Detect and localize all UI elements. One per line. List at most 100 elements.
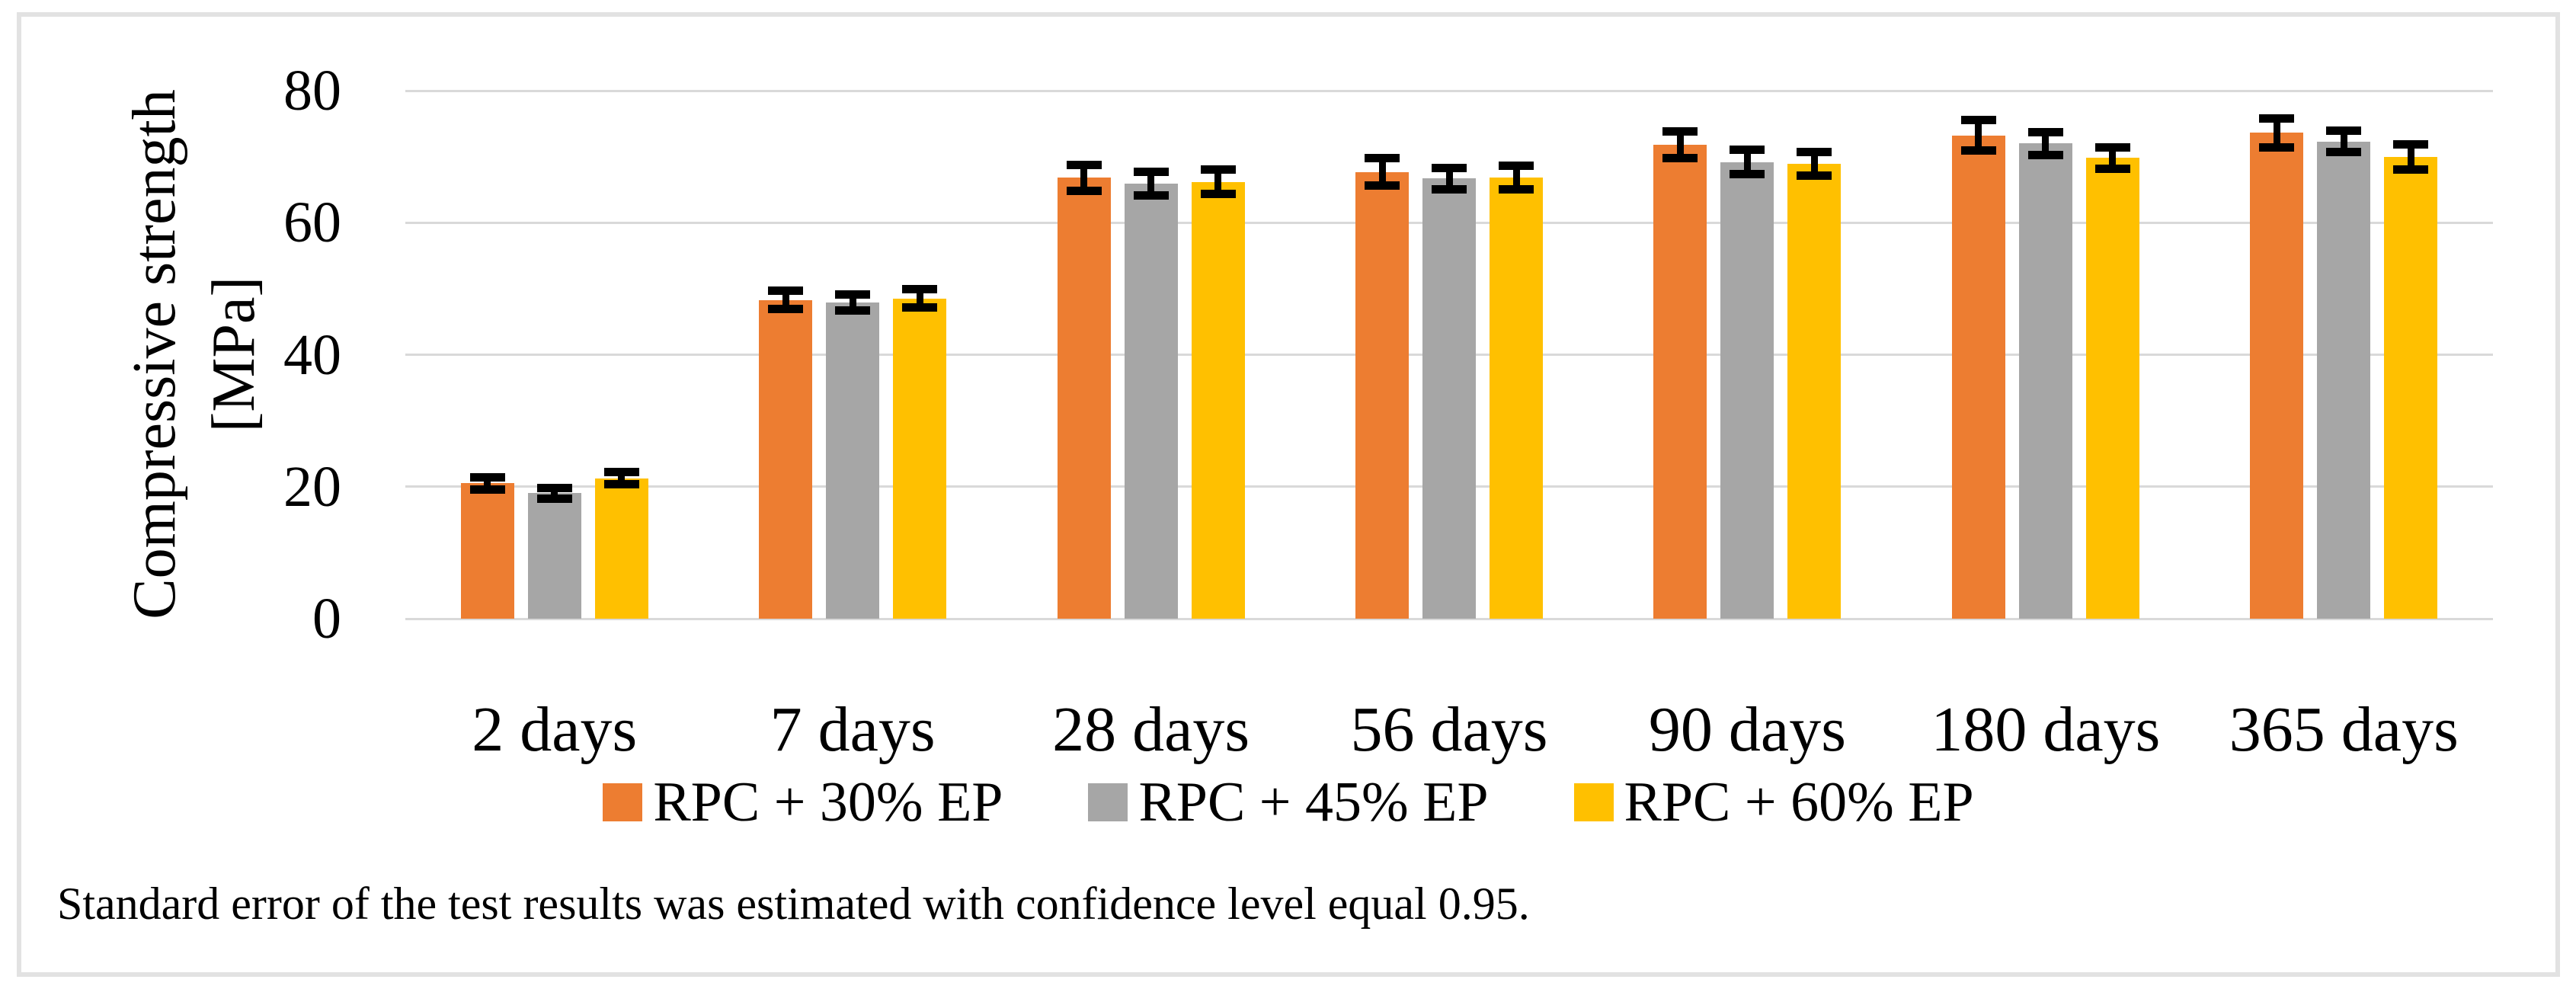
- error-bar-rpc-30-ep-7-days-whisker: [782, 290, 789, 309]
- error-bar-rpc-60-ep-2-days-cap-bottom: [603, 479, 639, 488]
- bar-rpc-45-ep-7-days: [826, 302, 880, 619]
- error-bar-rpc-30-ep-56-days-cap-top: [1365, 153, 1400, 162]
- error-bar-rpc-45-ep-180-days-cap-bottom: [2027, 150, 2063, 159]
- bar-rpc-30-ep-180-days: [1951, 135, 2005, 619]
- error-bar-rpc-45-ep-180-days-cap-top: [2027, 128, 2063, 137]
- legend-entry-rpc-30-ep: RPC + 30% EP: [603, 774, 1003, 831]
- y-tick-label-20: 20: [283, 454, 341, 519]
- legend-label-rpc-60-ep: RPC + 60% EP: [1624, 770, 1974, 834]
- error-bar-rpc-30-ep-2-days-cap-bottom: [469, 485, 505, 494]
- legend: RPC + 30% EP RPC + 45% EP RPC + 60% EP: [17, 766, 2560, 838]
- error-bar-rpc-45-ep-180-days-whisker: [2042, 132, 2050, 155]
- error-bar-rpc-60-ep-365-days-cap-top: [2393, 139, 2429, 149]
- error-bar-rpc-30-ep-180-days-cap-top: [1960, 116, 1996, 125]
- error-bar-rpc-60-ep-2-days-cap-top: [603, 468, 639, 477]
- error-bar-rpc-45-ep-90-days-cap-top: [1730, 146, 1765, 155]
- error-bar-rpc-45-ep-28-days-whisker: [1147, 171, 1155, 196]
- legend-entry-rpc-45-ep: RPC + 45% EP: [1088, 770, 1489, 834]
- error-bar-rpc-60-ep-2-days-whisker: [618, 472, 626, 485]
- error-bar-rpc-45-ep-7-days-cap-bottom: [835, 306, 871, 315]
- bar-rpc-30-ep-2-days: [460, 483, 514, 619]
- error-bar-rpc-45-ep-2-days-whisker: [551, 488, 558, 499]
- legend-label-rpc-45-ep: RPC + 45% EP: [1138, 770, 1489, 834]
- error-bar-rpc-60-ep-365-days-cap-bottom: [2393, 165, 2429, 174]
- error-bar-rpc-30-ep-56-days-whisker: [1378, 158, 1386, 186]
- error-bar-rpc-45-ep-56-days-cap-bottom: [1432, 184, 1467, 194]
- x-label-365-days: 365 days: [2229, 694, 2459, 765]
- error-bar-rpc-45-ep-7-days-whisker: [849, 294, 856, 311]
- error-bar-rpc-45-ep-365-days-cap-top: [2326, 126, 2362, 136]
- error-bar-rpc-60-ep-56-days-cap-top: [1499, 162, 1534, 171]
- error-bar-rpc-30-ep-56-days-cap-bottom: [1365, 181, 1400, 190]
- x-label-180-days: 180 days: [1931, 694, 2161, 765]
- error-bar-rpc-30-ep-90-days-cap-bottom: [1662, 153, 1698, 162]
- error-bar-rpc-45-ep-90-days-whisker: [1743, 149, 1751, 174]
- error-bar-rpc-30-ep-28-days-cap-top: [1066, 160, 1102, 169]
- bar-rpc-30-ep-90-days: [1653, 145, 1707, 619]
- error-bar-rpc-60-ep-365-days-whisker: [2407, 144, 2414, 170]
- error-bar-rpc-60-ep-56-days-whisker: [1512, 165, 1520, 190]
- legend-swatch-rpc-60-ep: [1573, 783, 1614, 821]
- error-bar-rpc-30-ep-7-days-cap-bottom: [768, 305, 804, 314]
- error-bar-rpc-45-ep-28-days-cap-bottom: [1133, 191, 1169, 200]
- error-bar-rpc-30-ep-28-days-cap-bottom: [1066, 187, 1102, 196]
- bar-rpc-45-ep-56-days: [1422, 178, 1476, 619]
- error-bar-rpc-60-ep-28-days-whisker: [1214, 169, 1222, 194]
- error-bar-rpc-60-ep-180-days-cap-bottom: [2094, 164, 2130, 173]
- bar-rpc-45-ep-365-days: [2317, 141, 2371, 619]
- plot-area: [405, 89, 2493, 620]
- error-bar-rpc-30-ep-365-days-cap-bottom: [2259, 142, 2295, 152]
- error-bar-rpc-30-ep-365-days-cap-top: [2259, 114, 2295, 123]
- bar-rpc-60-ep-7-days: [893, 298, 947, 619]
- y-tick-label-80: 80: [283, 59, 341, 123]
- x-label-28-days: 28 days: [1052, 694, 1250, 765]
- bar-rpc-45-ep-90-days: [1720, 162, 1774, 619]
- error-bar-rpc-30-ep-2-days-whisker: [484, 477, 491, 490]
- footnote: Standard error of the test results was e…: [57, 879, 1530, 929]
- gridline-80: [405, 89, 2493, 92]
- error-bar-rpc-45-ep-28-days-cap-top: [1133, 168, 1169, 177]
- error-bar-rpc-30-ep-365-days-whisker: [2273, 118, 2280, 148]
- bar-rpc-60-ep-2-days: [594, 478, 648, 619]
- x-label-7-days: 7 days: [770, 694, 936, 765]
- error-bar-rpc-30-ep-180-days-cap-bottom: [1960, 146, 1996, 155]
- error-bar-rpc-45-ep-2-days-cap-bottom: [536, 494, 572, 503]
- bar-rpc-60-ep-56-days: [1490, 178, 1543, 619]
- bar-rpc-30-ep-7-days: [759, 299, 813, 619]
- error-bar-rpc-45-ep-56-days-cap-top: [1432, 163, 1467, 172]
- legend-label-rpc-30-ep: RPC + 30% EP: [653, 770, 1003, 834]
- y-tick-label-0: 0: [312, 587, 341, 651]
- error-bar-rpc-30-ep-28-days-whisker: [1080, 165, 1088, 191]
- error-bar-rpc-60-ep-180-days-cap-top: [2094, 142, 2130, 152]
- error-bar-rpc-60-ep-90-days-cap-bottom: [1797, 171, 1832, 181]
- bar-rpc-45-ep-2-days: [527, 493, 581, 619]
- legend-swatch-rpc-45-ep: [1088, 783, 1128, 821]
- bar-rpc-30-ep-365-days: [2250, 133, 2304, 619]
- x-label-90-days: 90 days: [1648, 694, 1846, 765]
- error-bar-rpc-60-ep-7-days-whisker: [916, 289, 923, 308]
- error-bar-rpc-60-ep-28-days-cap-bottom: [1200, 189, 1236, 198]
- error-bar-rpc-45-ep-56-days-whisker: [1445, 168, 1453, 190]
- gridline-0: [405, 617, 2493, 620]
- error-bar-rpc-45-ep-2-days-cap-top: [536, 483, 572, 492]
- y-tick-label-60: 60: [283, 190, 341, 255]
- error-bar-rpc-60-ep-7-days-cap-bottom: [902, 303, 938, 312]
- bar-rpc-45-ep-28-days: [1124, 184, 1178, 619]
- legend-entry-rpc-60-ep: RPC + 60% EP: [1573, 770, 1974, 834]
- x-label-56-days: 56 days: [1350, 694, 1548, 765]
- bar-rpc-30-ep-56-days: [1355, 171, 1409, 619]
- error-bar-rpc-30-ep-90-days-whisker: [1676, 131, 1684, 158]
- bar-rpc-60-ep-28-days: [1191, 181, 1245, 619]
- error-bar-rpc-45-ep-7-days-cap-top: [835, 290, 871, 299]
- error-bar-rpc-60-ep-90-days-whisker: [1810, 152, 1818, 176]
- error-bar-rpc-30-ep-90-days-cap-top: [1662, 127, 1698, 136]
- error-bar-rpc-60-ep-180-days-whisker: [2109, 147, 2117, 169]
- error-bar-rpc-30-ep-180-days-whisker: [1975, 120, 1982, 151]
- error-bar-rpc-60-ep-56-days-cap-bottom: [1499, 185, 1534, 194]
- error-bar-rpc-30-ep-2-days-cap-top: [469, 473, 505, 482]
- error-bar-rpc-45-ep-365-days-whisker: [2340, 130, 2347, 152]
- legend-swatch-rpc-30-ep: [603, 783, 643, 821]
- error-bar-rpc-45-ep-365-days-cap-bottom: [2326, 148, 2362, 157]
- y-axis-tick-labels: 0 20 40 60 80: [0, 62, 341, 648]
